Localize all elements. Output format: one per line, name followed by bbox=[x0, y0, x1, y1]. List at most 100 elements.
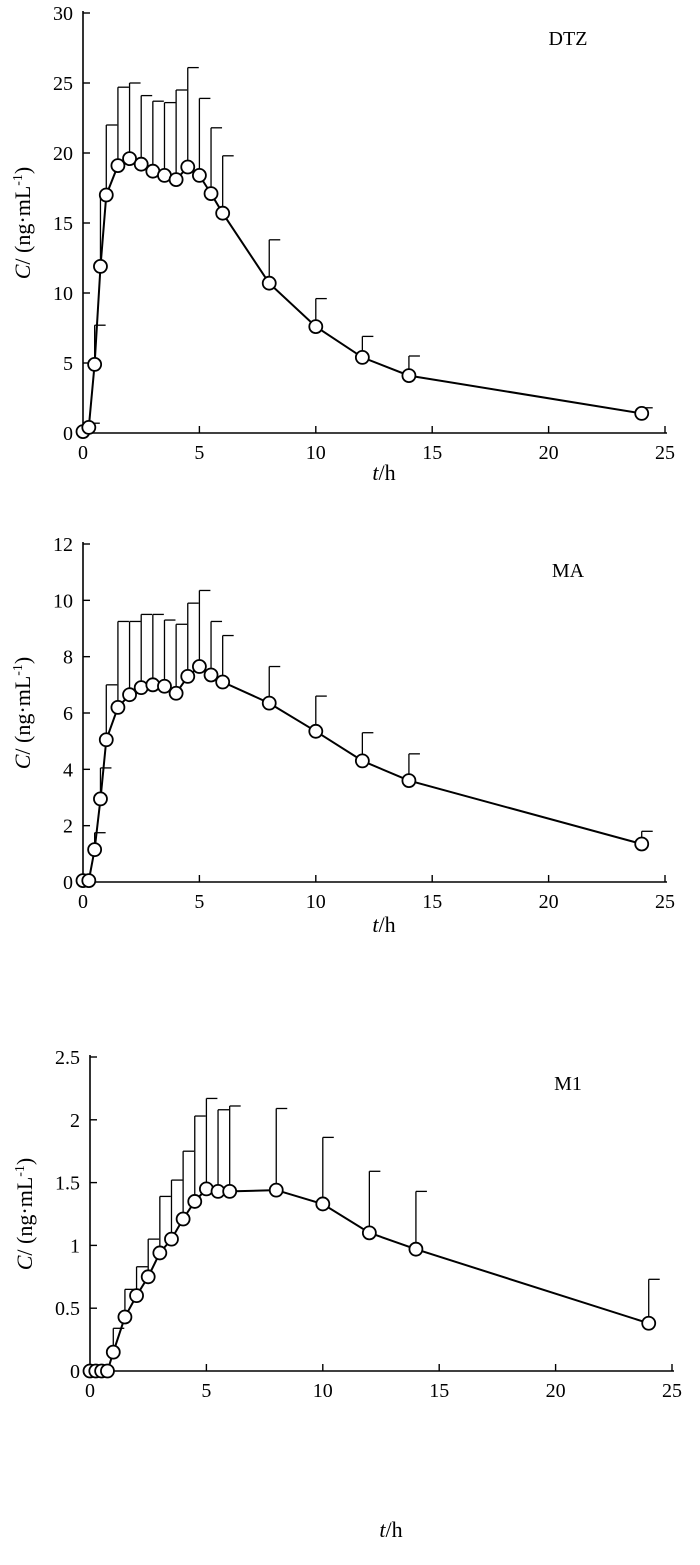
x-axis-title: t/h bbox=[372, 912, 395, 937]
data-point bbox=[168, 685, 184, 701]
panel-label: M1 bbox=[554, 1073, 582, 1095]
data-point bbox=[191, 659, 207, 674]
panel-label: MA bbox=[552, 560, 585, 582]
data-point bbox=[401, 368, 417, 384]
error-bar bbox=[182, 1150, 195, 1220]
data-point bbox=[87, 842, 103, 858]
y-tick-label: 5 bbox=[63, 353, 73, 375]
x-tick-label: 0 bbox=[85, 1380, 95, 1402]
y-tick-label: 0 bbox=[63, 872, 73, 894]
y-axis-unit-close: ) bbox=[10, 167, 35, 174]
data-point bbox=[93, 258, 108, 274]
error-bar bbox=[198, 97, 211, 176]
y-tick-label: 0 bbox=[63, 423, 73, 445]
error-bar bbox=[210, 620, 223, 675]
x-tick-label: 15 bbox=[422, 442, 442, 464]
data-point bbox=[261, 275, 277, 291]
error-bar bbox=[187, 66, 199, 167]
x-axis-title: t/h bbox=[379, 1517, 402, 1542]
y-axis-unit-superscript: -1 bbox=[13, 1165, 28, 1177]
data-point bbox=[308, 319, 324, 335]
error-bar bbox=[222, 634, 234, 683]
data-point bbox=[105, 1344, 121, 1360]
data-point bbox=[634, 836, 650, 852]
chart-dtz: 0 5 10 15 20 25 30 0 5 10 15 20 25 t/h C/ (ng·mL-1) DTZ bbox=[10, 3, 675, 485]
error-bar bbox=[152, 613, 164, 685]
x-axis-unit: /h bbox=[386, 1517, 403, 1542]
data-point bbox=[110, 158, 126, 174]
data-point bbox=[117, 1309, 133, 1325]
error-bar bbox=[117, 86, 129, 166]
error-bar bbox=[128, 620, 141, 695]
data-point bbox=[215, 674, 231, 690]
error-bar bbox=[210, 127, 223, 194]
error-bar bbox=[229, 1105, 241, 1192]
x-tick-label: 10 bbox=[313, 1380, 333, 1402]
y-tick-label: 2.5 bbox=[55, 1047, 80, 1069]
x-axis-variable: t bbox=[379, 1517, 386, 1542]
x-axis-variable: t bbox=[372, 460, 379, 485]
x-axis-unit: /h bbox=[379, 460, 396, 485]
data-point bbox=[354, 349, 370, 365]
y-axis-unit-superscript: -1 bbox=[11, 664, 26, 676]
x-tick-label: 25 bbox=[662, 1380, 682, 1402]
y-tick-label: 25 bbox=[53, 73, 73, 95]
error-bar bbox=[159, 1195, 171, 1253]
data-point bbox=[308, 723, 324, 739]
series-line bbox=[83, 665, 642, 882]
x-tick-label: 20 bbox=[546, 1380, 566, 1402]
y-tick-label: 30 bbox=[53, 3, 73, 25]
y-axis-variable: C bbox=[10, 754, 35, 769]
error-bar bbox=[175, 623, 188, 694]
y-tick-label: 10 bbox=[53, 283, 73, 305]
x-axis-title: t/h bbox=[372, 460, 395, 485]
data-point bbox=[354, 753, 370, 769]
y-tick-label: 20 bbox=[53, 143, 73, 165]
y-axis-variable: C bbox=[10, 264, 35, 279]
error-bar bbox=[128, 82, 141, 159]
y-tick-label: 8 bbox=[63, 647, 73, 669]
y-axis-unit-close: ) bbox=[10, 657, 35, 664]
x-axis-unit: /h bbox=[379, 912, 396, 937]
data-point bbox=[122, 687, 137, 703]
x-tick-label: 0 bbox=[78, 891, 88, 913]
x-tick-label: 25 bbox=[655, 891, 675, 913]
x-tick-label: 0 bbox=[78, 442, 88, 464]
chart-ma: 0 2 4 6 8 10 12 0 5 10 15 20 25 t/h C/ (ng·mL-1) MA bbox=[10, 534, 675, 937]
data-point bbox=[261, 695, 277, 711]
data-point bbox=[268, 1182, 284, 1198]
error-bar bbox=[217, 1109, 230, 1192]
y-tick-label: 12 bbox=[53, 534, 73, 556]
x-tick-label: 5 bbox=[194, 442, 204, 464]
data-point bbox=[641, 1315, 657, 1331]
error-bar bbox=[163, 101, 176, 176]
error-bar bbox=[187, 602, 199, 677]
y-tick-label: 6 bbox=[63, 703, 73, 725]
error-bar bbox=[170, 1179, 183, 1240]
data-point bbox=[187, 1194, 203, 1209]
y-tick-label: 2 bbox=[70, 1110, 80, 1132]
data-point bbox=[164, 1231, 179, 1247]
error-bar bbox=[222, 155, 234, 214]
y-tick-label: 1 bbox=[70, 1235, 80, 1257]
data-point bbox=[122, 151, 137, 167]
error-bar bbox=[140, 94, 153, 165]
x-tick-label: 10 bbox=[306, 442, 326, 464]
data-point bbox=[634, 405, 650, 421]
y-axis-unit: / (ng·mL bbox=[10, 186, 35, 265]
y-axis-unit-close: ) bbox=[12, 1158, 37, 1165]
data-point bbox=[129, 1288, 144, 1304]
y-axis-title: C/ (ng·mL-1) bbox=[12, 1158, 37, 1271]
error-bar bbox=[205, 1097, 218, 1189]
data-point bbox=[175, 1211, 191, 1227]
x-tick-label: 15 bbox=[422, 891, 442, 913]
x-tick-label: 20 bbox=[539, 891, 559, 913]
y-tick-label: 10 bbox=[53, 590, 73, 612]
data-point bbox=[315, 1196, 331, 1212]
y-axis-unit-superscript: -1 bbox=[11, 174, 26, 186]
chart-m1: 0 0.5 1 1.5 2 2.5 0 5 10 15 20 25 t/h C/ (ng·mL-1) M1 bbox=[12, 1047, 682, 1542]
y-axis-unit: / (ng·mL bbox=[12, 1177, 37, 1256]
data-point bbox=[191, 167, 207, 183]
data-point bbox=[140, 1269, 156, 1285]
